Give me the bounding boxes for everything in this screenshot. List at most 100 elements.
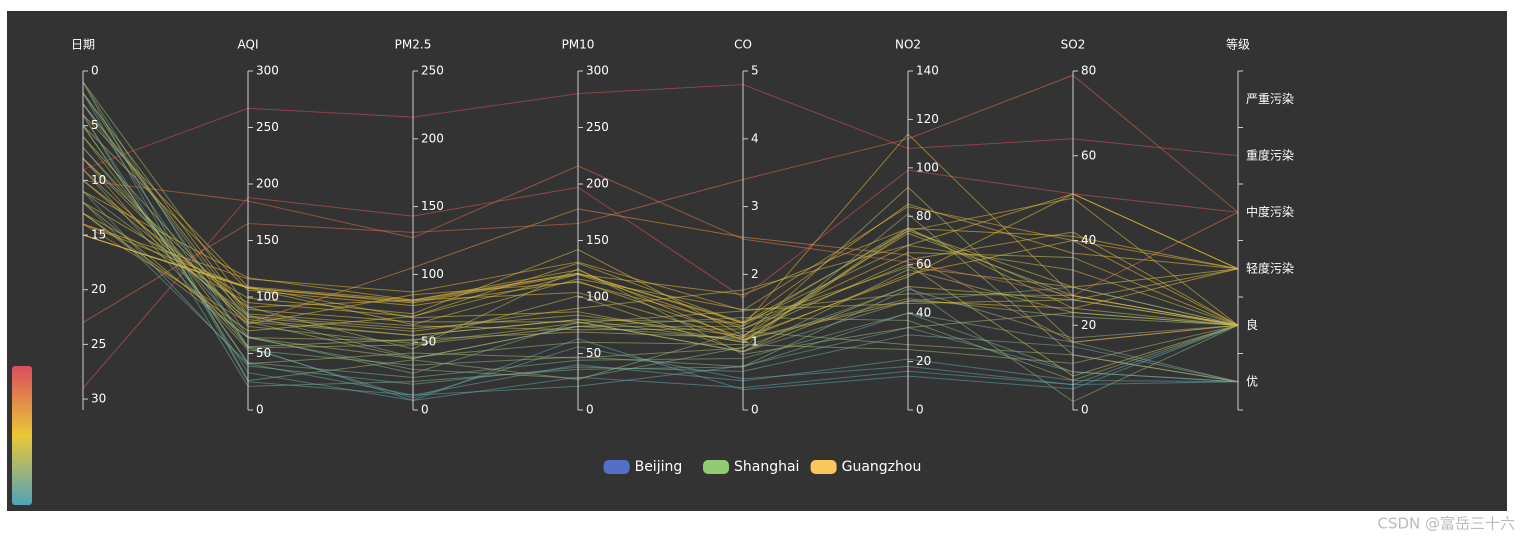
tick-label: 20: [1081, 318, 1096, 332]
tick-label: 120: [916, 112, 939, 126]
tick-label: 0: [256, 403, 264, 417]
tick-label: 40: [1081, 233, 1096, 247]
tick-label: 0: [916, 403, 924, 417]
tick-label: 15: [91, 228, 106, 242]
tick-label: 50: [586, 346, 601, 360]
legend-swatch[interactable]: [703, 460, 729, 474]
tick-label: 50: [421, 335, 436, 349]
tick-label: 25: [91, 337, 106, 351]
category-label: 优: [1246, 374, 1258, 388]
data-line: [82, 133, 1239, 327]
legend-swatch[interactable]: [810, 460, 837, 474]
data-line: [82, 201, 1239, 336]
axis-name: SO2: [1061, 38, 1086, 52]
watermark: CSDN @富岳三十六: [1377, 515, 1515, 533]
data-line: [82, 103, 1239, 381]
data-line: [82, 147, 1239, 403]
axis-name: AQI: [238, 38, 259, 52]
data-line: [82, 234, 1239, 326]
tick-label: 3: [751, 199, 759, 213]
axis-name: PM10: [562, 38, 595, 52]
data-line: [82, 197, 1239, 326]
axis-name: CO: [734, 38, 752, 52]
data-line: [82, 74, 1239, 323]
tick-label: 20: [91, 282, 106, 296]
data-line: [82, 201, 1239, 353]
tick-label: 250: [421, 64, 444, 78]
tick-label: 200: [421, 131, 444, 145]
category-label: 轻度污染: [1246, 260, 1294, 275]
data-line: [82, 208, 1239, 343]
tick-label: 140: [916, 64, 939, 78]
data-line: [82, 92, 1239, 396]
category-label: 严重污染: [1246, 91, 1294, 106]
data-line: [82, 125, 1239, 338]
data-line: [82, 125, 1239, 383]
axis-name: PM2.5: [395, 38, 432, 52]
tick-label: 20: [916, 354, 931, 368]
data-line: [82, 206, 1239, 311]
category-label: 中度污染: [1246, 204, 1294, 219]
legend-label[interactable]: Beijing: [635, 459, 683, 475]
data-line: [82, 84, 1239, 170]
tick-label: 4: [751, 131, 759, 145]
tick-label: 200: [256, 177, 279, 191]
data-line: [82, 114, 1239, 324]
tick-label: 0: [91, 64, 99, 78]
tick-label: 100: [256, 290, 279, 304]
data-line: [82, 169, 1239, 389]
data-line: [82, 158, 1239, 349]
tick-label: 0: [751, 403, 759, 417]
tick-label: 200: [586, 177, 609, 191]
visual-map[interactable]: [12, 366, 32, 505]
category-label: 良: [1246, 317, 1258, 332]
data-line: [82, 169, 1239, 368]
tick-label: 30: [91, 392, 106, 406]
tick-label: 150: [421, 199, 444, 213]
tick-label: 80: [916, 209, 931, 223]
tick-label: 80: [1081, 64, 1096, 78]
tick-label: 0: [421, 403, 429, 417]
data-line: [82, 103, 1239, 402]
tick-label: 5: [91, 118, 99, 132]
tick-label: 60: [1081, 148, 1096, 162]
tick-label: 0: [586, 403, 594, 417]
tick-label: 0: [1081, 403, 1089, 417]
tick-label: 300: [256, 64, 279, 78]
legend-label[interactable]: Shanghai: [734, 459, 799, 475]
tick-label: 150: [586, 233, 609, 247]
data-line: [82, 114, 1239, 387]
data-line: [82, 190, 1239, 364]
tick-label: 10: [91, 173, 106, 187]
tick-label: 40: [916, 306, 931, 320]
data-line: [82, 201, 1239, 396]
tick-label: 5: [751, 64, 759, 78]
tick-label: 250: [256, 120, 279, 134]
legend-label[interactable]: Guangzhou: [842, 459, 922, 475]
category-label: 重度污染: [1246, 147, 1294, 162]
tick-label: 100: [421, 267, 444, 281]
axis-name: NO2: [895, 38, 921, 52]
tick-label: 100: [916, 160, 939, 174]
tick-label: 2: [751, 267, 759, 281]
tick-label: 60: [916, 257, 931, 271]
tick-label: 100: [586, 290, 609, 304]
data-line: [82, 158, 1239, 353]
data-line: [82, 179, 1239, 340]
data-line: [82, 125, 1239, 383]
data-line: [82, 212, 1239, 332]
data-line: [82, 103, 1239, 337]
data-line: [82, 92, 1239, 377]
data-line: [82, 212, 1239, 359]
axis-name: 日期: [71, 38, 95, 52]
data-line: [82, 203, 1239, 323]
tick-label: 150: [256, 233, 279, 247]
tick-label: 50: [256, 346, 271, 360]
data-line: [82, 230, 1239, 344]
axis-name: 等级: [1226, 38, 1250, 52]
tick-label: 250: [586, 120, 609, 134]
data-line: [82, 165, 1239, 297]
legend-swatch[interactable]: [603, 460, 630, 474]
